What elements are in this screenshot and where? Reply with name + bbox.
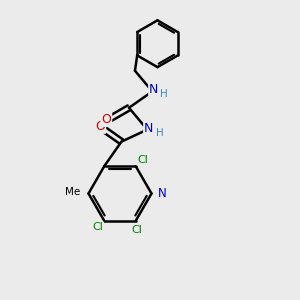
Text: N: N <box>158 187 167 200</box>
Text: O: O <box>101 113 111 126</box>
Text: Cl: Cl <box>137 154 148 165</box>
Text: N: N <box>144 122 154 135</box>
Text: N: N <box>149 82 158 95</box>
Text: H: H <box>160 89 168 99</box>
Text: H: H <box>156 128 164 138</box>
Text: O: O <box>95 120 105 133</box>
Text: Me: Me <box>65 187 80 197</box>
Text: Cl: Cl <box>92 222 103 233</box>
Text: Cl: Cl <box>132 225 143 235</box>
